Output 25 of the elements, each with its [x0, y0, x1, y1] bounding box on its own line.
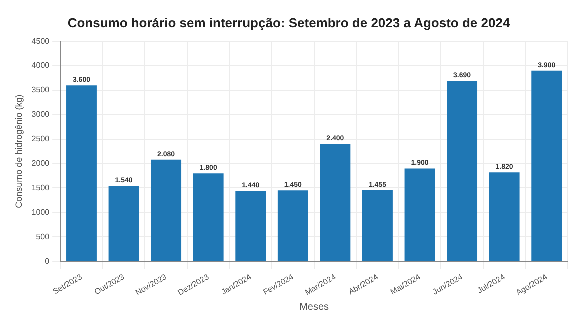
y-tick-label: 1000	[32, 208, 50, 217]
y-tick-label: 3000	[32, 110, 50, 120]
chart-title: Consumo horário sem interrupção: Setembro de 2023 a Agosto de 2024	[68, 15, 511, 30]
y-tick-label: 3500	[32, 86, 50, 95]
bar	[193, 174, 224, 262]
y-tick-label: 4000	[32, 61, 50, 70]
y-axis-title: Consumo de hidrogênio (kg)	[14, 94, 24, 208]
y-tick-label: 4500	[32, 36, 50, 46]
bar	[489, 172, 520, 262]
bar	[404, 168, 436, 262]
bar	[532, 70, 562, 262]
x-axis-title: Meses	[300, 302, 330, 313]
bar	[320, 144, 351, 262]
bar	[108, 186, 140, 262]
y-tick-label: 2500	[32, 134, 50, 144]
bar	[362, 190, 393, 262]
bar	[236, 191, 266, 262]
y-tick-label: 2000	[32, 159, 50, 168]
bar	[278, 190, 308, 262]
bar	[151, 160, 182, 262]
bar	[447, 81, 478, 262]
y-tick-label: 0	[45, 256, 50, 266]
y-tick-label: 1500	[32, 183, 50, 192]
y-tick-label: 500	[36, 232, 50, 242]
bar	[66, 86, 97, 262]
